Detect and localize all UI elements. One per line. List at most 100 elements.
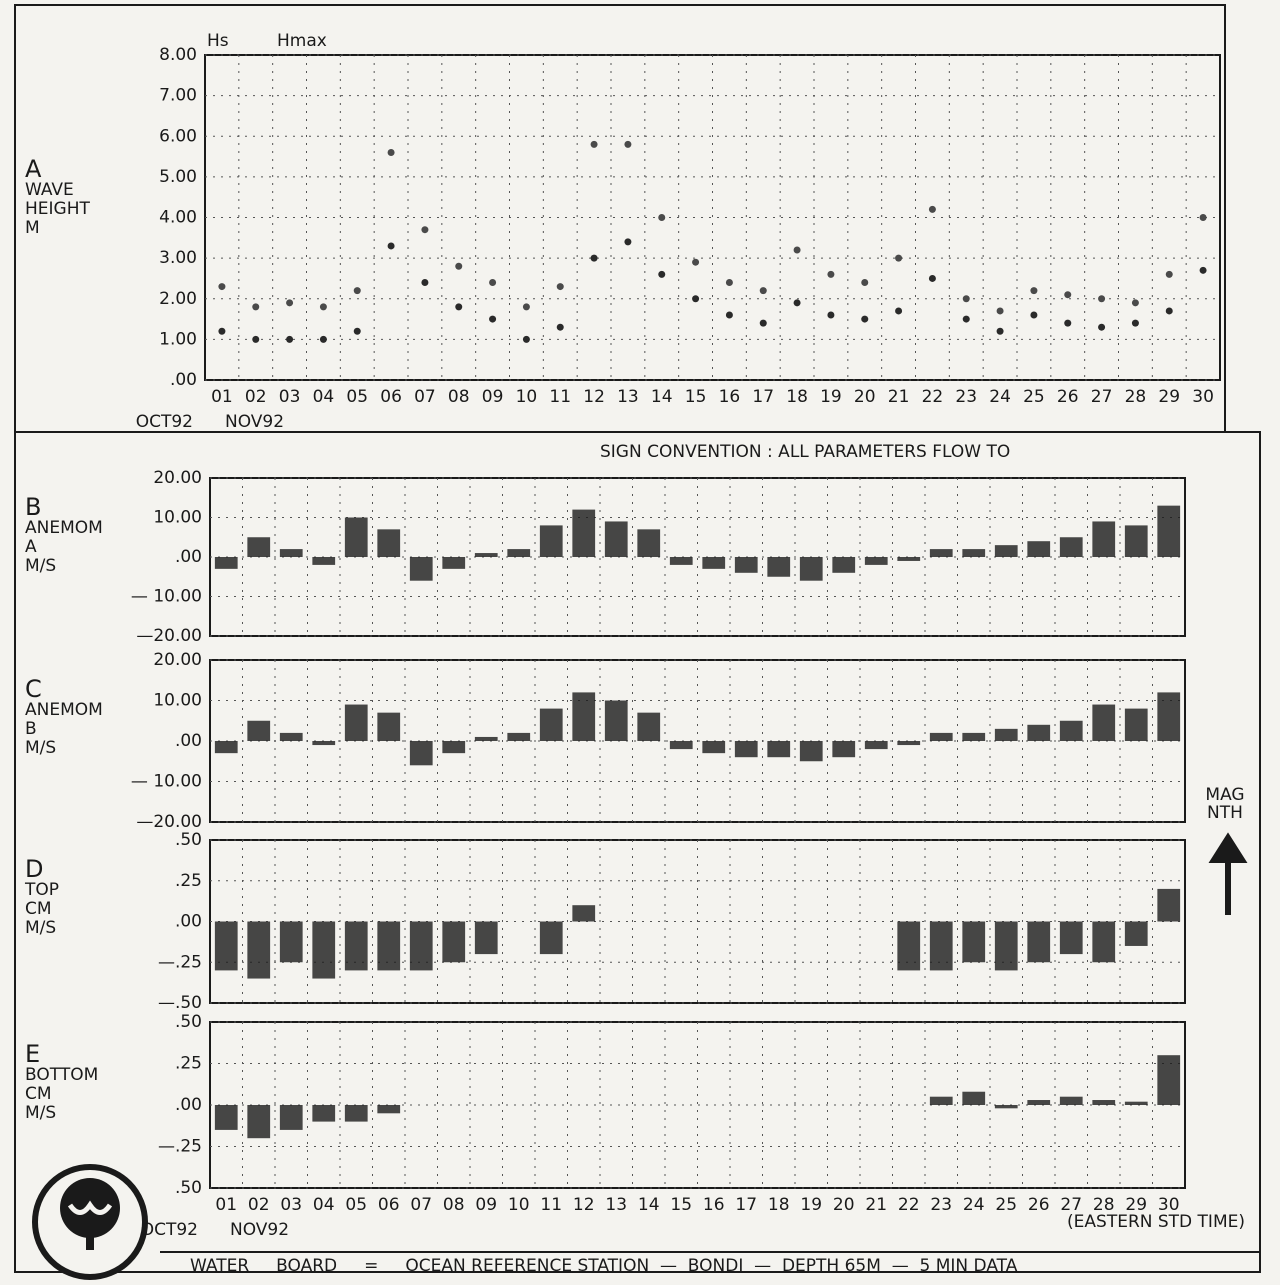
y-tick-label: .00 [170,370,197,390]
stick [474,736,498,741]
stick [279,549,303,557]
stick [1157,692,1181,741]
x-tick-label: 24 [963,1195,985,1215]
stick [799,741,823,762]
stick [1092,1100,1116,1105]
stick [344,1105,368,1122]
y-tick-label: 10.00 [153,508,202,528]
x-tick-label: 26 [1057,387,1079,407]
data-point [1064,319,1072,327]
stick [1027,724,1051,741]
stick [994,921,1018,971]
data-point [827,311,835,319]
x-tick-label: 22 [922,387,944,407]
stick [572,905,596,922]
data-point [1131,319,1139,327]
y-axis-label: M [25,218,40,238]
stick [1124,708,1148,741]
stick [474,921,498,955]
x-tick-label: 15 [670,1195,692,1215]
stick [1092,921,1116,963]
data-point [421,226,429,234]
y-tick-label: 2.00 [159,289,197,309]
stick [929,732,953,741]
data-point [319,303,327,311]
data-point [962,315,970,323]
x-tick-label: 21 [888,387,910,407]
y-axis-label: M/S [25,1103,56,1123]
y-tick-label: 10.00 [153,691,202,711]
stick [572,509,596,557]
data-point [759,319,767,327]
x-tick-label: 04 [313,387,335,407]
stick [279,921,303,963]
stick [247,537,271,557]
data-point [1165,307,1173,315]
data-point [319,335,327,343]
x-tick-label: 01 [211,387,233,407]
north-label: NTH [1207,803,1243,823]
x-tick-label: 25 [995,1195,1017,1215]
x-tick-label: 29 [1125,1195,1147,1215]
data-point [421,279,429,286]
y-tick-label: .00 [175,912,202,932]
stick [767,557,791,577]
y-tick-label: .00 [175,547,202,567]
stick [442,557,466,569]
stick [1059,720,1083,741]
x-tick-label: 09 [475,1195,497,1215]
stick [637,712,661,741]
data-point [1199,266,1207,274]
x-tick-label: 12 [573,1195,595,1215]
data-point [861,279,869,286]
data-point [353,287,361,295]
y-axis-label: CM [25,899,52,919]
stick [832,741,856,758]
data-point [252,303,260,311]
data-point [827,270,835,278]
data-point [455,303,463,311]
x-tick-label: 28 [1125,387,1147,407]
y-axis-label: M/S [25,918,56,938]
stick [897,557,921,561]
stick [1092,704,1116,741]
x-tick-label: 13 [617,387,639,407]
x-tick-label: 19 [800,1195,822,1215]
data-point [252,335,260,343]
x-tick-label: 30 [1192,387,1214,407]
stick [962,549,986,557]
data-point [928,274,936,282]
data-point [556,323,564,331]
stick [734,741,758,758]
stick [344,517,368,557]
y-tick-label: 6.00 [159,126,197,146]
data-point [387,242,395,250]
y-tick-label: 20.00 [153,650,202,670]
data-point [996,307,1004,315]
period-label: NOV92 [225,412,284,432]
x-tick-label: 15 [685,387,707,407]
data-point [286,299,294,307]
data-point [1064,291,1072,299]
x-tick-label: 11 [549,387,571,407]
x-tick-label: 14 [638,1195,660,1215]
x-tick-label: 04 [313,1195,335,1215]
stick [474,553,498,557]
stick [279,1105,303,1130]
x-tick-label: 08 [443,1195,465,1215]
stick [994,728,1018,741]
stick [1027,1100,1051,1105]
data-point [895,307,903,315]
stick [539,708,563,741]
x-tick-label: 28 [1093,1195,1115,1215]
y-tick-label: 5.00 [159,167,197,187]
data-point [1165,270,1173,278]
y-tick-label: 1.00 [159,329,197,349]
data-point [793,246,801,254]
legend-entry: Hmax [277,31,327,51]
y-tick-label: .50 [175,1178,202,1198]
data-point [218,327,226,335]
x-tick-label: 20 [833,1195,855,1215]
data-point [658,270,666,278]
